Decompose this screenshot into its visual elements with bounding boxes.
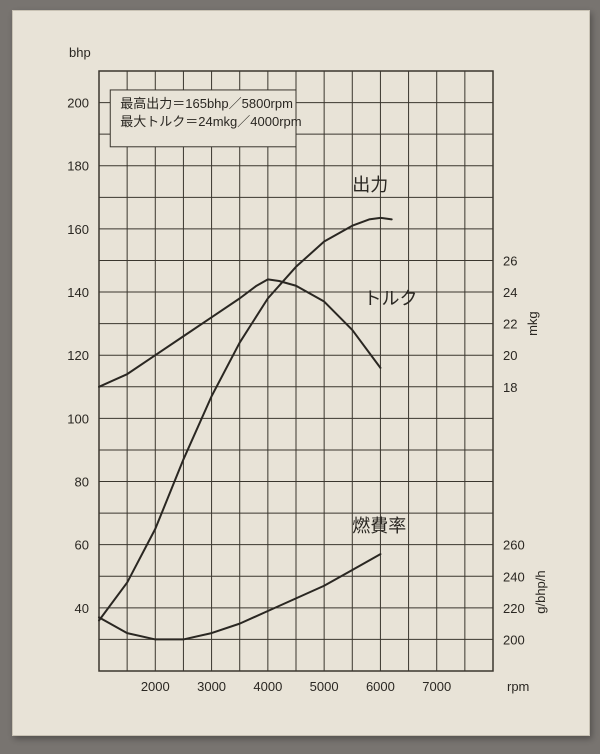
annotation-torque: トルク	[364, 289, 418, 309]
x-tick-label: 7000	[422, 679, 451, 694]
x-tick-label: 6000	[366, 679, 395, 694]
annotation-power: 出力	[352, 175, 388, 195]
y-left-tick-label: 140	[67, 285, 89, 300]
y-right-mkg-tick: 26	[503, 253, 517, 268]
y-right-mkg-unit: mkg	[525, 311, 540, 336]
y-left-tick-label: 120	[67, 348, 89, 363]
chart-svg: 2000 3000 4000 5000 6000 7000 rpm 40 60 80 100 120 1…	[13, 11, 589, 735]
x-axis-unit: rpm	[507, 679, 529, 694]
y-left-tick-label: 200	[67, 96, 89, 111]
legend-line-1: 最大トルク＝24mkg／4000rpm	[120, 114, 301, 129]
x-tick-label: 5000	[310, 679, 339, 694]
y-left-tick-label: 100	[67, 411, 89, 426]
y-left-tick-label: 180	[67, 159, 89, 174]
y-right-gbhph-tick: 260	[503, 538, 525, 553]
x-tick-label: 2000	[141, 679, 170, 694]
y-right-mkg-tick: 18	[503, 380, 517, 395]
annotation-fuel: 燃費率	[352, 516, 406, 536]
legend-line-0: 最高出力＝165bhp／5800rpm	[120, 96, 293, 111]
y-right-mkg-tick: 22	[503, 317, 517, 332]
y-right-mkg-tick: 24	[503, 285, 517, 300]
y-left-tick-label: 40	[75, 601, 89, 616]
y-left-tick-label: 60	[75, 538, 89, 553]
y-right-mkg-tick: 20	[503, 348, 517, 363]
y-right-gbhph-tick: 200	[503, 632, 525, 647]
chart-paper: 2000 3000 4000 5000 6000 7000 rpm 40 60 80 100 120 1…	[12, 10, 590, 736]
y-left-tick-label: 160	[67, 222, 89, 237]
y-left-unit: bhp	[69, 45, 91, 60]
y-right-gbhph-unit: g/bhp/h	[533, 570, 548, 613]
y-right-gbhph-tick: 220	[503, 601, 525, 616]
y-left-tick-label: 80	[75, 475, 89, 490]
curve-power	[99, 218, 392, 621]
x-tick-label: 3000	[197, 679, 226, 694]
y-right-gbhph-tick: 240	[503, 569, 525, 584]
x-tick-label: 4000	[253, 679, 282, 694]
